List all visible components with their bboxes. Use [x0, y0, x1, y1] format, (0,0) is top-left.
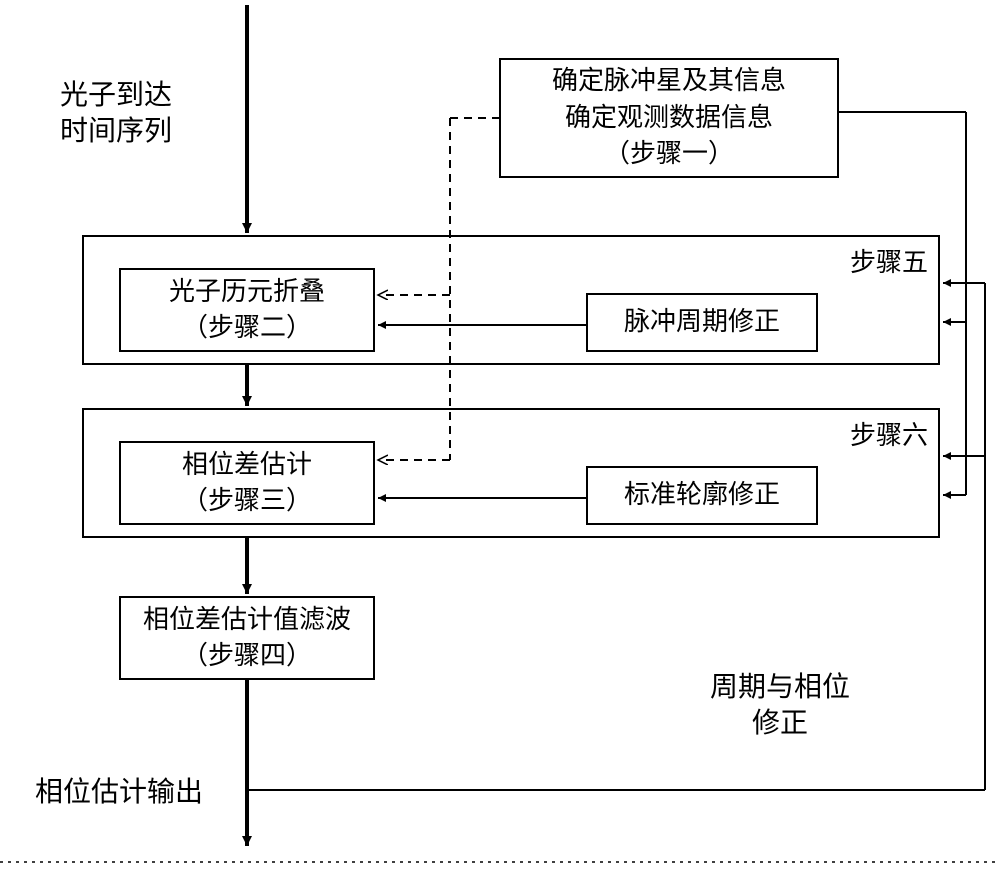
step1-l2: 确定观测数据信息: [565, 100, 773, 136]
step6-label: 步骤六: [850, 415, 928, 452]
step6-correction-box: 标准轮廓修正: [586, 466, 818, 525]
output-label: 相位估计输出: [35, 775, 203, 811]
step4-l2: （步骤四）: [182, 638, 312, 674]
step3-l2: （步骤三）: [182, 483, 312, 519]
step2-box: 光子历元折叠 （步骤二）: [119, 268, 375, 352]
step2-l1: 光子历元折叠: [169, 274, 325, 310]
input-label-l1: 光子到达: [60, 78, 172, 114]
step5-text: 脉冲周期修正: [624, 304, 780, 340]
feedback-l2: 修正: [710, 706, 850, 742]
step4-box: 相位差估计值滤波 （步骤四）: [119, 596, 375, 680]
step3-box: 相位差估计 （步骤三）: [119, 441, 375, 525]
step1-l3: （步骤一）: [604, 136, 734, 172]
feedback-label: 周期与相位 修正: [710, 670, 850, 743]
step5-correction-box: 脉冲周期修正: [586, 293, 818, 352]
input-label: 光子到达 时间序列: [60, 78, 172, 151]
step4-l1: 相位差估计值滤波: [143, 602, 351, 638]
step2-l2: （步骤二）: [182, 310, 312, 346]
step6-text: 标准轮廓修正: [624, 477, 780, 513]
output-label-text: 相位估计输出: [35, 777, 203, 808]
input-label-l2: 时间序列: [60, 114, 172, 150]
step1-box: 确定脉冲星及其信息 确定观测数据信息 （步骤一）: [499, 58, 839, 178]
step3-l1: 相位差估计: [182, 447, 312, 483]
feedback-l1: 周期与相位: [710, 670, 850, 706]
step5-label: 步骤五: [850, 242, 928, 279]
step1-l1: 确定脉冲星及其信息: [552, 63, 786, 99]
